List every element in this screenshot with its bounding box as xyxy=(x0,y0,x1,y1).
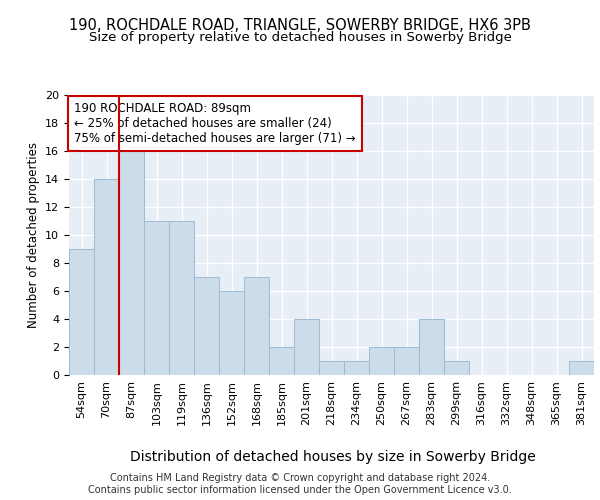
Bar xyxy=(369,347,394,375)
Text: Contains HM Land Registry data © Crown copyright and database right 2024.
Contai: Contains HM Land Registry data © Crown c… xyxy=(88,474,512,495)
Bar xyxy=(169,221,194,375)
Bar xyxy=(319,361,344,375)
Bar xyxy=(269,347,294,375)
Bar xyxy=(344,361,369,375)
Bar xyxy=(119,151,144,375)
Y-axis label: Number of detached properties: Number of detached properties xyxy=(26,142,40,328)
Bar xyxy=(294,319,319,375)
Text: Distribution of detached houses by size in Sowerby Bridge: Distribution of detached houses by size … xyxy=(130,450,536,464)
Bar xyxy=(219,291,244,375)
Bar xyxy=(94,179,119,375)
Bar xyxy=(194,277,219,375)
Bar xyxy=(69,249,94,375)
Text: 190 ROCHDALE ROAD: 89sqm
← 25% of detached houses are smaller (24)
75% of semi-d: 190 ROCHDALE ROAD: 89sqm ← 25% of detach… xyxy=(74,102,356,145)
Bar xyxy=(444,361,469,375)
Text: Size of property relative to detached houses in Sowerby Bridge: Size of property relative to detached ho… xyxy=(89,31,511,44)
Bar xyxy=(144,221,169,375)
Text: 190, ROCHDALE ROAD, TRIANGLE, SOWERBY BRIDGE, HX6 3PB: 190, ROCHDALE ROAD, TRIANGLE, SOWERBY BR… xyxy=(69,18,531,32)
Bar xyxy=(244,277,269,375)
Bar xyxy=(394,347,419,375)
Bar xyxy=(569,361,594,375)
Bar xyxy=(419,319,444,375)
